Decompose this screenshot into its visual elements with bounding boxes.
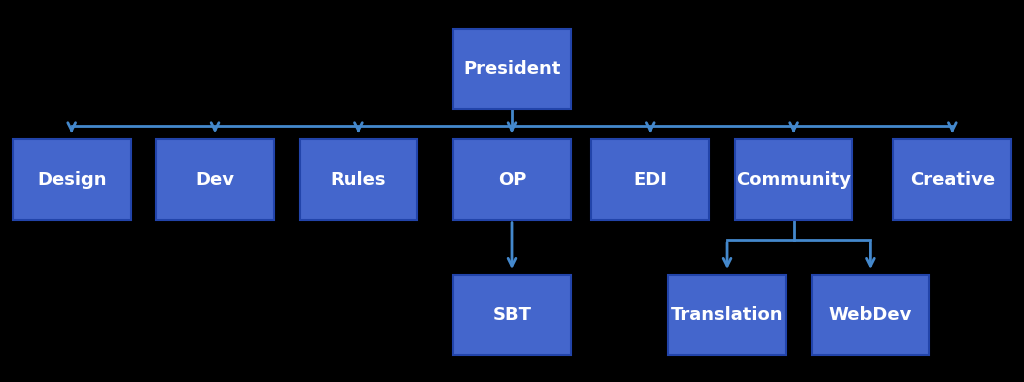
FancyBboxPatch shape — [453, 275, 571, 355]
FancyBboxPatch shape — [156, 139, 274, 220]
Text: Rules: Rules — [331, 170, 386, 189]
FancyBboxPatch shape — [453, 29, 571, 109]
Text: EDI: EDI — [633, 170, 668, 189]
Text: OP: OP — [498, 170, 526, 189]
FancyBboxPatch shape — [13, 139, 131, 220]
Text: Design: Design — [37, 170, 106, 189]
FancyBboxPatch shape — [893, 139, 1012, 220]
Text: WebDev: WebDev — [828, 306, 912, 324]
FancyBboxPatch shape — [735, 139, 852, 220]
FancyBboxPatch shape — [299, 139, 418, 220]
Text: Creative: Creative — [909, 170, 995, 189]
FancyBboxPatch shape — [811, 275, 930, 355]
Text: President: President — [463, 60, 561, 78]
Text: Dev: Dev — [196, 170, 234, 189]
FancyBboxPatch shape — [453, 139, 571, 220]
FancyBboxPatch shape — [668, 275, 786, 355]
Text: SBT: SBT — [493, 306, 531, 324]
FancyBboxPatch shape — [592, 139, 709, 220]
Text: Translation: Translation — [671, 306, 783, 324]
Text: Community: Community — [736, 170, 851, 189]
